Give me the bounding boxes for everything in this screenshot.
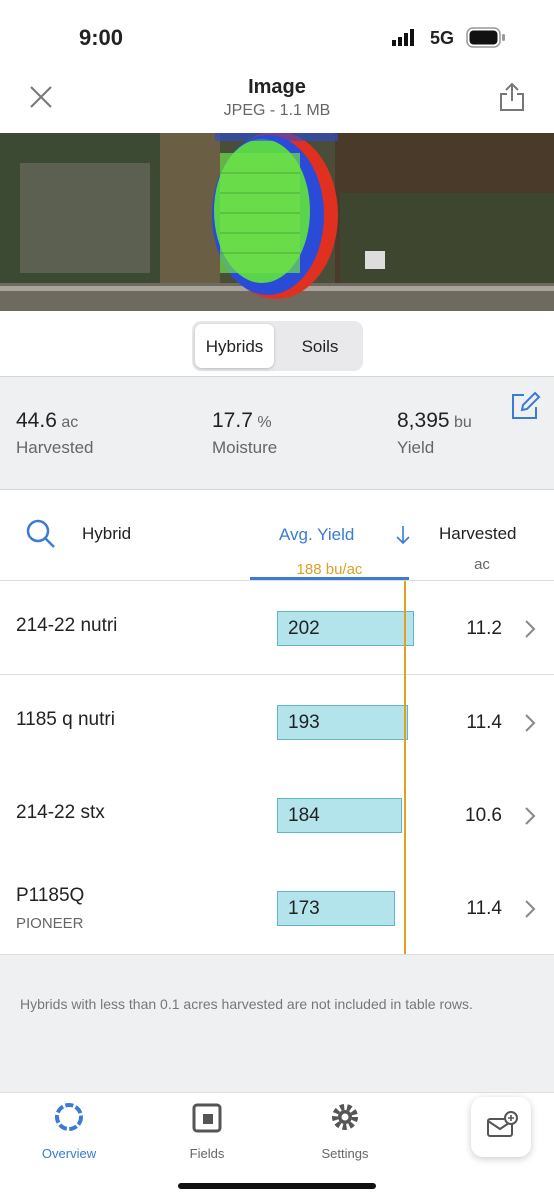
sort-underline (250, 577, 409, 580)
yield-value: 184 (288, 805, 320, 826)
header-subtitle: JPEG - 1.1 MB (223, 102, 331, 119)
tab-soils[interactable]: Soils (301, 337, 339, 356)
summary-unit: ac (61, 414, 79, 431)
yield-bar (277, 705, 409, 740)
edit-button[interactable] (510, 391, 542, 421)
battery-icon (466, 27, 505, 48)
yield-bar (277, 798, 403, 833)
nav-settings[interactable]: Settings (321, 1146, 369, 1161)
yield-bar (277, 891, 395, 926)
column-harvested[interactable]: Harvested (439, 524, 517, 543)
network: 5G (430, 28, 455, 48)
column-unit: ac (474, 556, 490, 573)
summary-unit: % (257, 414, 272, 431)
home-indicator (178, 1183, 376, 1189)
map-image (0, 133, 554, 311)
close-button[interactable] (29, 85, 53, 109)
table-row[interactable]: P1185Q PIONEER 173 11.4 (0, 861, 554, 955)
fields-icon[interactable] (192, 1103, 222, 1133)
summary-item: 8,395 bu (397, 409, 472, 433)
tab-hybrids[interactable]: Hybrids (205, 337, 264, 356)
share-button[interactable] (499, 82, 525, 112)
summary-value: 8,395 (397, 409, 450, 432)
header-title: Image (248, 76, 306, 98)
summary-panel (0, 376, 554, 490)
nav-fields[interactable]: Fields (189, 1146, 225, 1161)
footer-panel (0, 955, 554, 1092)
average-line (403, 581, 406, 954)
hybrid-name: 214-22 stx (16, 802, 105, 823)
search-button[interactable] (25, 518, 57, 550)
yield-value: 193 (288, 712, 320, 733)
chevron (525, 714, 536, 732)
message-button[interactable] (471, 1097, 531, 1157)
chevron (525, 620, 536, 638)
summary-value: 17.7 (212, 409, 253, 432)
summary-label: Yield (397, 438, 435, 457)
nav-overview[interactable]: Overview (41, 1146, 97, 1161)
summary-value: 44.6 (16, 409, 57, 432)
summary-label: Harvested (16, 438, 94, 457)
harvested-value: 11.2 (466, 618, 502, 639)
settings-icon[interactable] (330, 1102, 360, 1132)
chevron (525, 807, 536, 825)
table-row[interactable]: 214-22 stx 184 10.6 (0, 768, 554, 862)
table-row[interactable]: 1185 q nutri 193 11.4 (0, 675, 554, 769)
table-row[interactable]: 214-22 nutri 202 11.2 (0, 581, 554, 675)
overview-icon[interactable] (54, 1102, 84, 1132)
sort-arrow[interactable] (395, 525, 411, 545)
hybrid-name: 1185 q nutri (16, 709, 115, 730)
hybrid-name: P1185Q (16, 885, 85, 906)
column-avg-yield[interactable]: Avg. Yield (279, 525, 355, 544)
yield-bar (277, 611, 415, 646)
divider (0, 580, 554, 581)
summary-label: Moisture (212, 438, 278, 457)
hybrid-brand: PIONEER (16, 915, 84, 932)
yield-value: 173 (288, 898, 320, 919)
message-icon (487, 1111, 518, 1137)
tab-bar (0, 1092, 554, 1201)
column-hybrid[interactable]: Hybrid (82, 524, 132, 543)
harvested-value: 11.4 (466, 898, 502, 919)
harvested-value: 11.4 (466, 712, 502, 733)
footnote: Hybrids with less than 0.1 acres harvest… (20, 996, 473, 1012)
summary-unit: bu (454, 414, 472, 431)
yield-value: 202 (288, 618, 320, 639)
summary-item: 17.7 % (212, 409, 272, 433)
segment-selected[interactable] (195, 324, 274, 368)
average-label: 188 bu/ac (296, 561, 363, 578)
time: 9:00 (79, 25, 124, 50)
harvested-value: 10.6 (465, 805, 502, 826)
summary-item: 44.6 ac (16, 409, 78, 433)
chevron (525, 900, 536, 918)
hybrid-name: 214-22 nutri (16, 615, 118, 636)
signal-icon (392, 29, 414, 46)
